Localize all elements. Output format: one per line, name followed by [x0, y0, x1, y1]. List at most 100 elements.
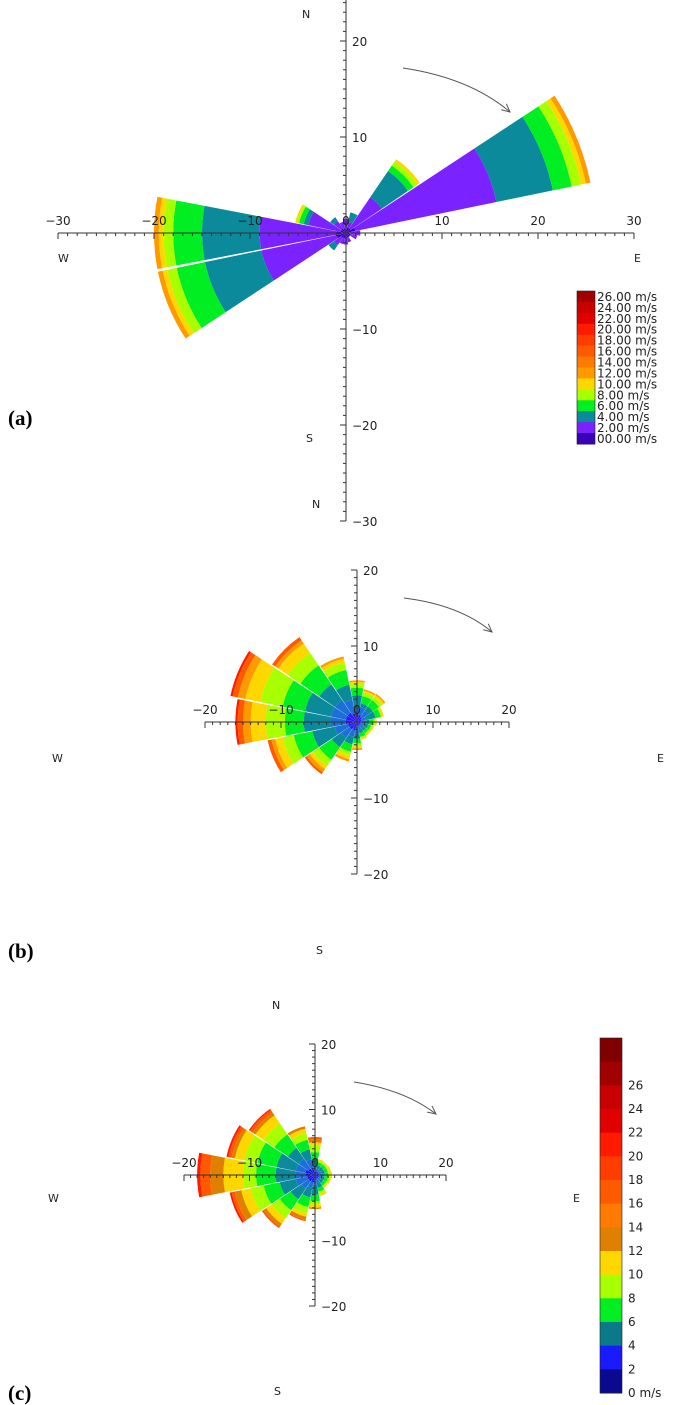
- sector-157.5-band-0: [357, 722, 360, 726]
- legend-label: 12: [628, 1244, 643, 1258]
- sector-315-band-5: [255, 1115, 281, 1141]
- x-tick-label: 20: [501, 703, 516, 717]
- sector-315-band-6: [275, 640, 304, 669]
- sector-22.5-band-2: [360, 703, 368, 710]
- sector-45-band-5: [394, 159, 420, 185]
- sector-315-band-5: [278, 643, 311, 676]
- sector-45-band-6: [375, 693, 386, 704]
- sector-67.5-band-4: [377, 707, 383, 718]
- sector-225-band-2: [290, 1184, 306, 1200]
- legend-swatch: [600, 1038, 622, 1063]
- sector-67.5-band-1: [318, 1171, 322, 1175]
- y-tick-label: −10: [352, 323, 377, 337]
- x-tick-label: 20: [530, 214, 545, 228]
- sector-247.5-band-3: [263, 1182, 285, 1204]
- legend-swatch: [600, 1251, 622, 1276]
- sector-247.5-band-5: [275, 737, 294, 768]
- sector-292.5-band-5: [234, 1129, 255, 1161]
- sector-67.5-band-2: [364, 711, 376, 721]
- legend-label: 10: [628, 1268, 643, 1282]
- compass-south: S: [274, 1385, 281, 1398]
- compass-south: S: [316, 944, 323, 957]
- sector-67.5-band-4: [538, 101, 582, 187]
- y-tick-label: 20: [363, 564, 378, 578]
- sector-247.5-band-2: [312, 726, 338, 748]
- legend-swatch: [577, 291, 595, 303]
- rotation-arrow: [403, 597, 493, 633]
- legend-label: 18: [628, 1173, 643, 1187]
- sector-45-band-4: [322, 1163, 327, 1168]
- legend-label: 2: [628, 1362, 636, 1376]
- sector-202.5-band-4: [293, 1202, 309, 1214]
- sector-112.5-band-5: [370, 725, 375, 732]
- sector-225-band-0: [349, 722, 357, 730]
- legend-swatch: [600, 1369, 622, 1394]
- x-tick-label: −10: [237, 214, 262, 228]
- legend-swatch: [577, 378, 595, 390]
- y-tick-label: −20: [363, 868, 388, 882]
- legend-swatch: [600, 1345, 622, 1370]
- sector-292.5-band-0: [340, 229, 346, 233]
- sector-22.5-band-4: [362, 692, 374, 700]
- x-tick-label: 20: [438, 1156, 453, 1170]
- sector-22.5-band-2: [316, 1165, 321, 1170]
- sector-292.5-band-2: [304, 692, 335, 717]
- x-tick-label: 0: [353, 703, 361, 717]
- sector-292.5-band-2: [276, 1153, 299, 1172]
- legend-swatch: [600, 1274, 622, 1299]
- sector-45-band-0: [357, 716, 363, 722]
- sector-292.5-band-8: [226, 1125, 242, 1158]
- sector-22.5-band-0: [315, 1171, 318, 1175]
- sector-247.5-band-7: [267, 739, 284, 773]
- sector-202.5-band-0: [311, 1175, 315, 1182]
- legend-label: 8.00 m/s: [597, 388, 650, 402]
- sector-45-band-3: [367, 699, 380, 712]
- sector-157.5-band-4: [318, 1189, 326, 1195]
- legend-label: 22: [628, 1126, 643, 1140]
- sector-135-band-0: [357, 722, 361, 726]
- legend-label: 20.00 m/s: [597, 323, 657, 337]
- legend-label: 14: [628, 1220, 643, 1234]
- legend-swatch: [577, 422, 595, 434]
- sector-292.5-band-3: [257, 1142, 283, 1168]
- sector-202.5-band-3: [340, 741, 353, 752]
- sectors: [197, 1108, 333, 1229]
- sector-67.5-band-4: [325, 1167, 330, 1173]
- sector-247.5-band-1: [295, 1176, 309, 1186]
- sector-45-band-1: [317, 1169, 321, 1173]
- sector-45-band-4: [391, 161, 418, 188]
- rotation-arrow-head: [427, 1105, 437, 1115]
- legend-label: 16.00 m/s: [597, 345, 657, 359]
- legend-label: 12.00 m/s: [597, 366, 657, 380]
- sector-67.5-band-1: [354, 148, 497, 232]
- sector-67.5-band-5: [546, 98, 586, 185]
- sector-337.5-band-5: [321, 658, 345, 672]
- sector-157.5-band-4: [360, 734, 367, 739]
- x-tick-label: −20: [171, 1156, 196, 1170]
- sector-315-band-2: [287, 1147, 304, 1164]
- sector-315-band-0: [308, 1168, 315, 1175]
- sector-67.5-band-3: [323, 1167, 328, 1174]
- sector-22.5-band-5: [318, 1158, 325, 1163]
- legend-swatch: [600, 1322, 622, 1347]
- sector-315-band-4: [263, 1123, 288, 1148]
- y-tick-label: 20: [321, 1038, 336, 1052]
- sector-157.5-band-0: [315, 1175, 318, 1179]
- sector-202.5-band-2: [344, 734, 354, 745]
- sector-337.5-band-6: [320, 656, 344, 669]
- sector-315-band-0: [341, 228, 346, 233]
- sector-135-band-1: [317, 1177, 321, 1181]
- sector-315-band-4: [287, 652, 319, 684]
- sector-292.5-band-0: [345, 715, 357, 722]
- legend-swatch: [600, 1085, 622, 1110]
- legend-swatch: [577, 334, 595, 347]
- sector-67.5-band-0: [315, 1172, 319, 1175]
- sector-292.5-band-7: [228, 1126, 244, 1158]
- sector-247.5-band-5: [162, 269, 194, 336]
- sector-315-band-1: [298, 1158, 311, 1171]
- sector-247.5-band-2: [279, 1178, 299, 1195]
- sector-202.5-band-0: [342, 233, 346, 239]
- sector-337.5-band-0: [311, 1168, 315, 1175]
- sector-337.5-band-0: [343, 228, 346, 233]
- y-tick-label: −20: [321, 1300, 346, 1314]
